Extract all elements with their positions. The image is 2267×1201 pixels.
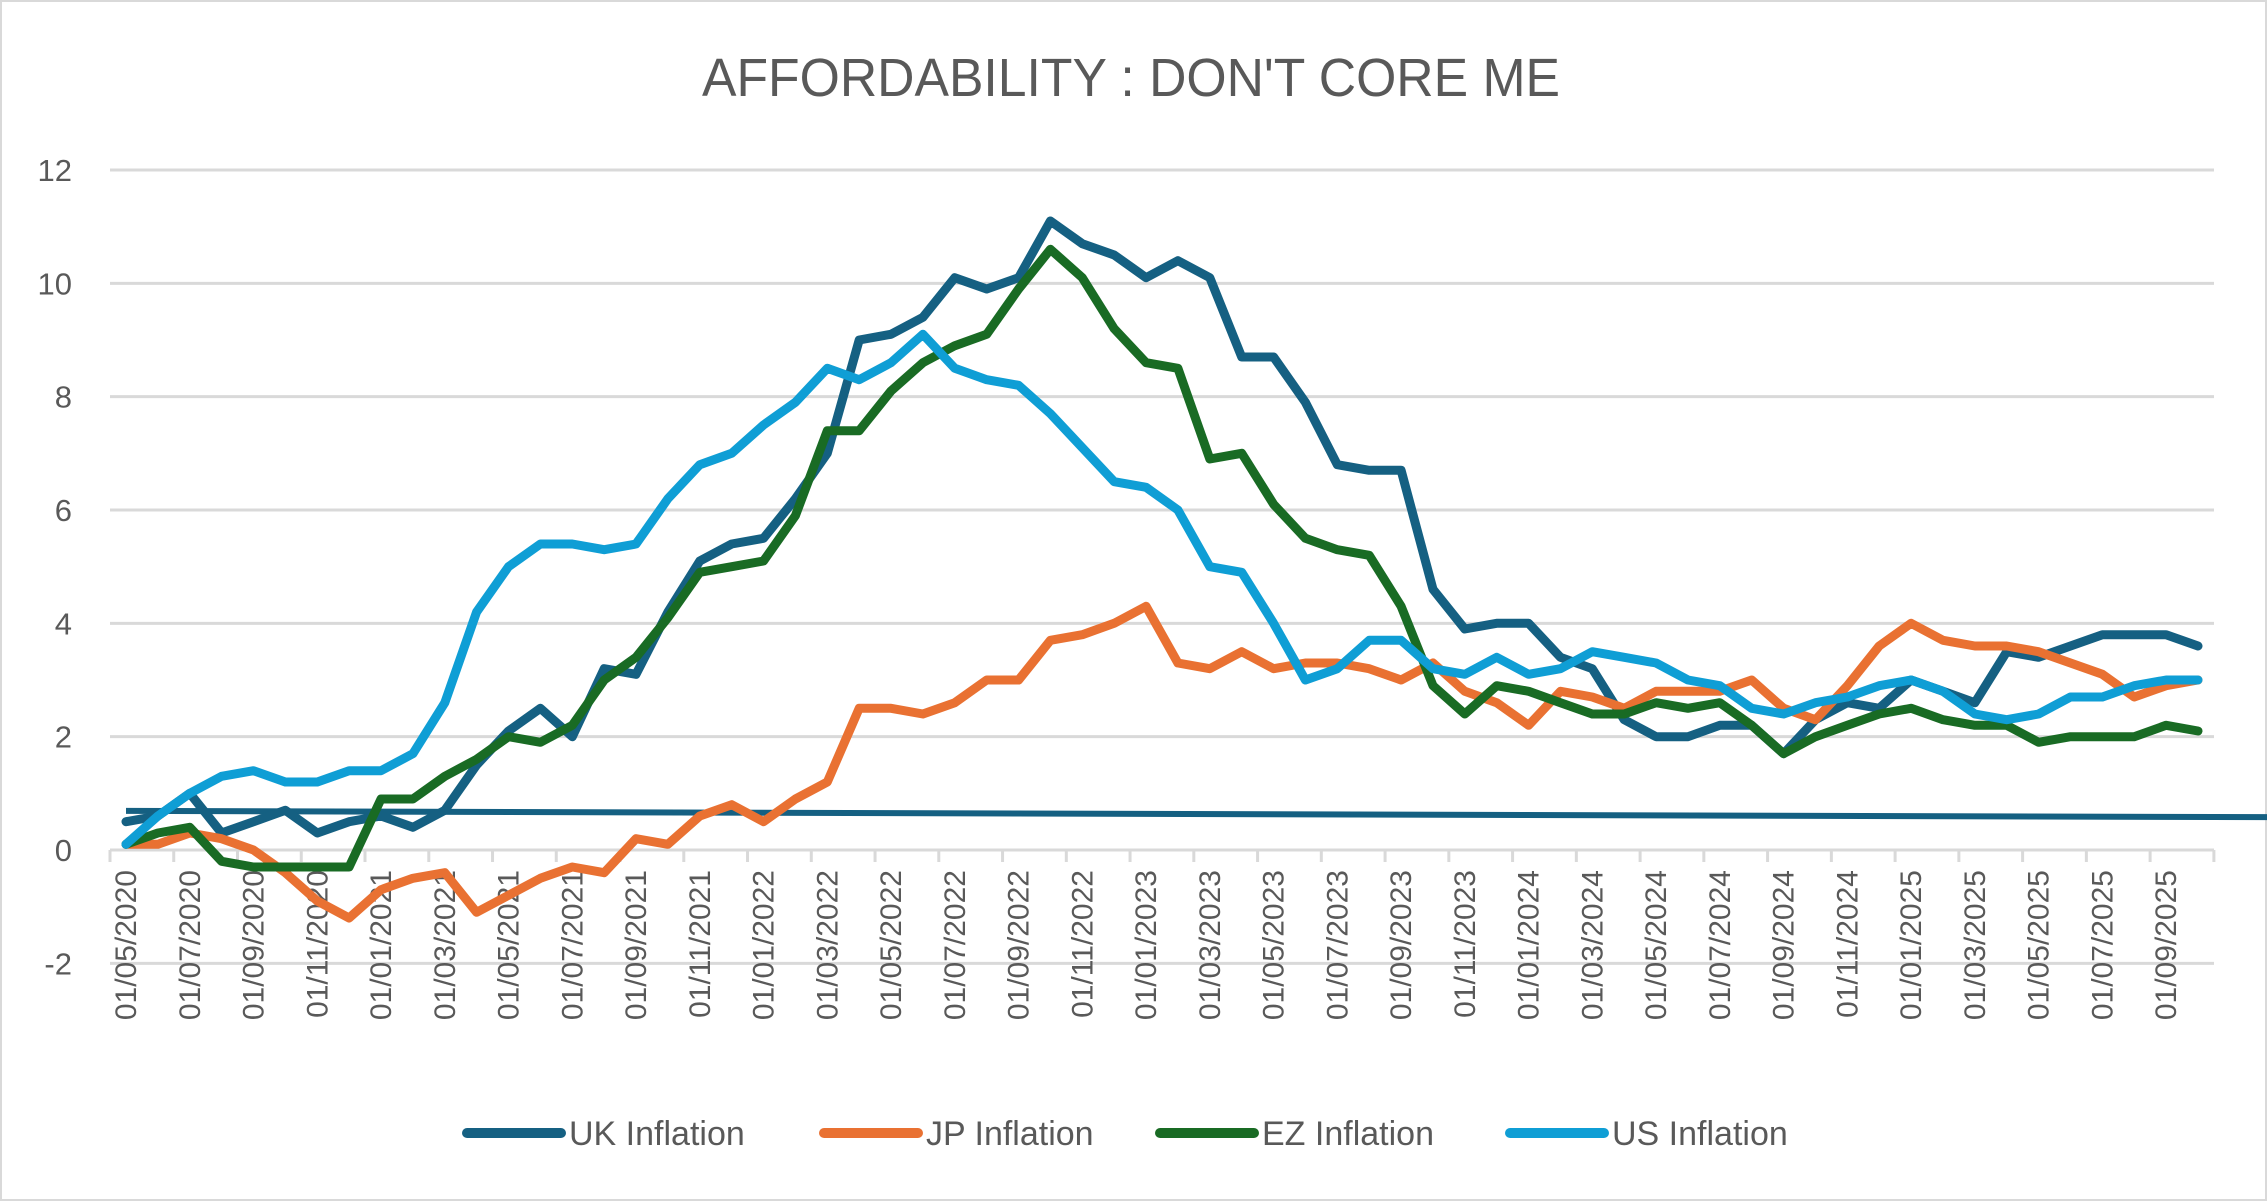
x-tick-label: 01/05/2024 [1640, 870, 1673, 1020]
chart-title: AFFORDABILITY : DON'T CORE ME [702, 48, 1560, 108]
reference-line [125, 807, 2267, 821]
legend-item-us-inflation: US Inflation [1505, 1115, 1788, 1153]
x-tick-label: 01/07/2021 [556, 870, 589, 1020]
x-tick-label: 01/09/2021 [620, 870, 653, 1020]
x-tick-label: 01/05/2023 [1258, 870, 1291, 1020]
x-tick-label: 01/01/2025 [1895, 870, 1928, 1020]
x-tick-label: 01/11/2022 [1066, 870, 1099, 1018]
x-tick-label: 01/11/2021 [684, 870, 717, 1018]
x-tick-label: 01/01/2022 [748, 870, 781, 1020]
series-line-us-inflation [121, 329, 2203, 849]
y-tick-label: 12 [38, 153, 72, 188]
x-axis [108, 848, 2216, 862]
legend-label: EZ Inflation [1262, 1115, 1434, 1153]
x-tick-label: 01/05/2025 [2023, 870, 2056, 1020]
x-tick-label: 01/05/2022 [875, 870, 908, 1020]
x-tick-label: 01/11/2024 [1831, 870, 1864, 1018]
series-line-ez-inflation [121, 244, 2203, 872]
series-lines [121, 216, 2203, 923]
series-line-uk-inflation [121, 216, 2203, 838]
y-tick-label: 8 [55, 380, 72, 415]
x-tick-label: 01/09/2022 [1003, 870, 1036, 1020]
legend-label: US Inflation [1612, 1115, 1788, 1153]
legend-item-jp-inflation: JP Inflation [819, 1115, 1094, 1153]
x-tick-label: 01/07/2022 [939, 870, 972, 1020]
y-tick-label: 0 [55, 833, 72, 868]
legend: UK Inflation JP Inflation EZ Inflation US I… [462, 1115, 1788, 1153]
x-tick-label: 01/03/2023 [1194, 870, 1227, 1020]
series-line-jp-inflation [121, 601, 2203, 923]
x-axis-tick-labels: 01/05/2020 01/07/2020 01/09/2020 01/11/2020… [110, 870, 2183, 1020]
y-tick-label: 10 [38, 266, 72, 301]
y-tick-label: 2 [55, 720, 72, 755]
x-tick-label: 01/01/2024 [1513, 870, 1546, 1020]
y-axis-tick-labels: -2 0 2 4 6 8 10 12 [38, 153, 72, 981]
x-tick-label: 01/05/2020 [110, 870, 143, 1020]
x-tick-label: 01/09/2024 [1768, 870, 1801, 1020]
x-tick-label: 01/03/2024 [1576, 870, 1609, 1020]
x-tick-label: 01/03/2021 [429, 870, 462, 1020]
x-tick-label: 01/01/2023 [1130, 870, 1163, 1020]
y-tick-label: -2 [44, 946, 72, 981]
gridlines [110, 168, 2214, 965]
x-tick-label: 01/07/2020 [174, 870, 207, 1020]
x-tick-label: 01/07/2024 [1704, 870, 1737, 1020]
legend-item-uk-inflation: UK Inflation [462, 1115, 745, 1153]
y-tick-label: 4 [55, 606, 72, 641]
x-tick-label: 01/03/2022 [811, 870, 844, 1020]
x-tick-label: 01/09/2023 [1385, 870, 1418, 1020]
legend-label: JP Inflation [926, 1115, 1094, 1153]
x-tick-label: 01/09/2025 [2150, 870, 2183, 1020]
y-tick-label: 6 [55, 493, 72, 528]
x-tick-label: 01/07/2023 [1321, 870, 1354, 1020]
legend-label: UK Inflation [569, 1115, 745, 1153]
x-tick-label: 01/11/2023 [1449, 870, 1482, 1018]
x-tick-label: 01/09/2020 [238, 870, 271, 1020]
legend-item-ez-inflation: EZ Inflation [1155, 1115, 1434, 1153]
reference-line-layer [125, 807, 2267, 821]
x-tick-label: 01/03/2025 [1959, 870, 1992, 1020]
x-tick-label: 01/07/2025 [2086, 870, 2119, 1020]
